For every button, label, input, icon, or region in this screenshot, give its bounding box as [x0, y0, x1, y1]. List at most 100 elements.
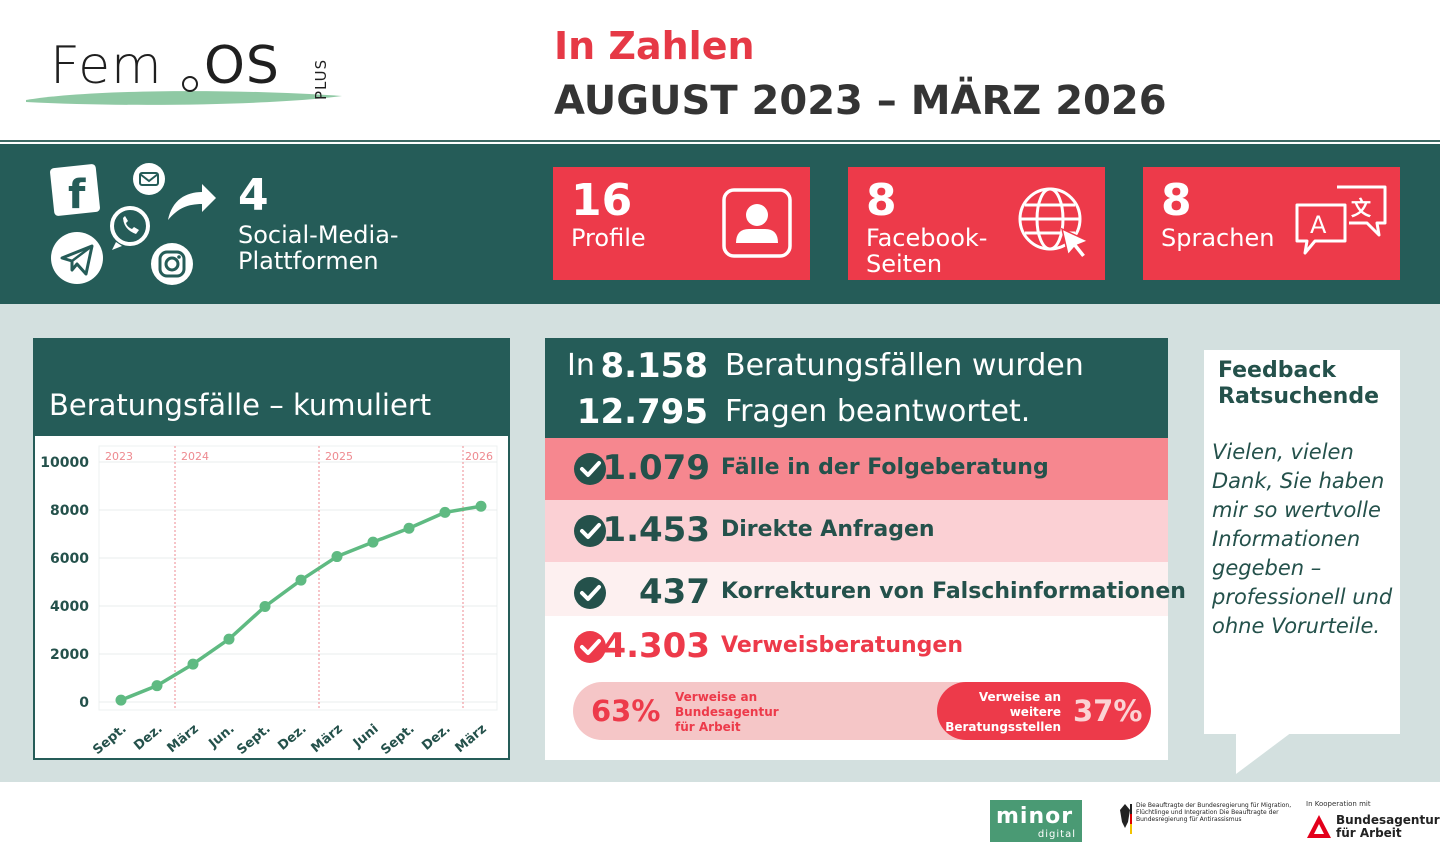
y-tick-label: 0	[79, 695, 89, 711]
stat-number: 8	[1161, 175, 1192, 226]
x-tick-label: Dez.	[419, 722, 453, 754]
data-point	[223, 633, 235, 645]
feedback-title: Feedback Ratsuchende	[1218, 358, 1380, 409]
svg-text:文: 文	[1351, 196, 1372, 220]
instagram-icon	[151, 243, 193, 285]
y-tick-label: 4000	[50, 599, 89, 615]
consult-intro: In	[567, 348, 595, 383]
translate-icon: A 文	[1295, 185, 1387, 255]
check-icon	[574, 631, 606, 663]
svg-text:A: A	[1310, 211, 1327, 239]
logo-swoosh	[26, 91, 342, 105]
feedback-quote: Vielen, vielen Dank, Sie haben mir so we…	[1212, 440, 1393, 638]
stat-label: Facebook-Seiten	[866, 224, 988, 278]
x-tick-label: Dez.	[275, 722, 309, 754]
feedback-bubble: Feedback Ratsuchende Vielen, vielen Dank…	[1204, 350, 1400, 734]
referral-split-right	[937, 682, 1151, 740]
logo-plus: PLUS	[312, 58, 330, 100]
stat-row-direct: 1.453 Direkte Anfragen	[545, 500, 1168, 562]
consult-questions-text: Fragen beantwortet.	[725, 394, 1031, 429]
consult-cases: 8.158	[600, 346, 708, 386]
stat-label: Sprachen	[1161, 224, 1275, 252]
logo-fem: Fem	[50, 36, 163, 96]
data-point	[403, 522, 415, 534]
split-right-text: Verweise an weitere Beratungsstellen	[945, 690, 1061, 734]
row-text: Fälle in der Folgeberatung	[721, 455, 1049, 480]
minor-logo-name: minor	[996, 804, 1074, 829]
check-icon	[574, 515, 606, 547]
x-tick-label: Sept.	[90, 722, 129, 758]
x-tick-label: Dez.	[131, 722, 165, 754]
row-text: Korrekturen von Falschinformationen	[721, 579, 1186, 604]
globe-cursor-icon	[1018, 187, 1090, 260]
split-left-text: Verweise an Bundesagentur für Arbeit	[675, 690, 779, 734]
header-period: AUGUST 2023 – MÄRZ 2026	[554, 78, 1167, 124]
data-point	[475, 500, 487, 512]
split-left-percent: 63%	[591, 694, 661, 728]
svg-text:f: f	[68, 172, 86, 218]
stat-profiles: 16 Profile	[553, 167, 810, 280]
facebook-icon: f	[50, 164, 100, 218]
federal-eagle-icon	[1120, 804, 1132, 834]
check-icon	[574, 453, 606, 485]
x-tick-label: März	[165, 722, 202, 756]
telegram-icon	[51, 232, 103, 284]
x-tick-label: Juni	[350, 722, 382, 752]
share-arrow-icon	[168, 184, 216, 220]
data-point	[187, 658, 199, 670]
whatsapp-icon	[110, 206, 150, 250]
x-tick-label: Sept.	[378, 722, 417, 758]
femos-logo: Fem OS PLUS	[24, 34, 354, 124]
row-number: 437	[639, 572, 710, 612]
split-right-percent: 37%	[1073, 694, 1143, 728]
stat-row-referrals: 4.303 Verweisberatungen	[545, 616, 1168, 678]
y-tick-label: 6000	[50, 551, 89, 567]
stat-facebook-pages: 8 Facebook-Seiten	[848, 167, 1105, 280]
x-tick-label: Sept.	[234, 722, 273, 758]
profile-icon	[722, 188, 792, 258]
ba-logo: In Kooperation mit Bundesagentur für Arb…	[1306, 800, 1440, 846]
header-kicker: In Zahlen	[554, 24, 755, 68]
gov-logo: Die Beauftragte der Bundesregierung für …	[1118, 802, 1291, 840]
x-tick-label: Jun.	[205, 722, 237, 752]
cumulative-cases-chart: 0 2000 4000 6000 8000 10000 2023 2024 2025 2026 Se…	[40, 445, 498, 758]
consultation-panel: In 8.158 Beratungsfällen wurden 12.795 F…	[545, 338, 1186, 760]
social-icons: f	[50, 163, 216, 285]
social-count: 4	[238, 170, 269, 221]
ba-emblem-icon	[1307, 815, 1331, 838]
chart-panel: Beratungsfälle – kumuliert 0 2000 4000 6000…	[33, 338, 510, 760]
year-label: 2025	[325, 450, 353, 463]
mail-icon	[133, 163, 165, 195]
y-tick-label: 8000	[50, 503, 89, 519]
data-point	[331, 551, 343, 563]
consult-questions: 12.795	[576, 392, 708, 432]
y-tick-label: 2000	[50, 647, 89, 663]
y-tick-label: 10000	[40, 455, 89, 471]
stat-label: Profile	[571, 224, 646, 252]
social-label: Social-Media-Plattformen	[238, 221, 399, 275]
stat-row-corrections: 437 Korrekturen von Falschinformationen	[545, 562, 1186, 624]
year-label: 2023	[105, 450, 133, 463]
data-point	[295, 574, 307, 586]
row-number: 1.079	[602, 448, 710, 488]
year-label: 2026	[465, 450, 493, 463]
stat-number: 16	[571, 175, 633, 226]
stat-number: 8	[866, 175, 897, 226]
row-number: 4.303	[602, 626, 710, 666]
data-point	[115, 694, 127, 706]
data-point	[367, 536, 379, 548]
stat-row-followup: 1.079 Fälle in der Folgeberatung	[545, 438, 1168, 500]
referral-split-bar: 63% Verweise an Bundesagentur für Arbeit…	[573, 682, 1151, 740]
x-tick-label: März	[453, 722, 490, 756]
chart-header: Beratungsfälle – kumuliert	[35, 340, 508, 436]
row-text: Direkte Anfragen	[721, 517, 935, 542]
header: Fem OS PLUS In Zahlen AUGUST 2023 – MÄRZ…	[0, 0, 1440, 142]
gov-logo-text: Die Beauftragte der Bundesregierung für …	[1136, 802, 1292, 823]
minor-logo: minor digital	[990, 800, 1082, 842]
feedback-bubble-tail	[1236, 732, 1292, 774]
row-text: Verweisberatungen	[721, 633, 964, 658]
data-point	[151, 680, 163, 692]
x-tick-label: März	[309, 722, 346, 756]
chart-title: Beratungsfälle – kumuliert	[49, 388, 432, 422]
check-icon	[574, 577, 606, 609]
